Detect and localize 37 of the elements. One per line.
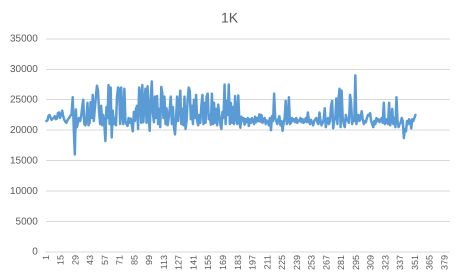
x-tick-label: 211: [262, 254, 272, 270]
x-tick-label: 309: [366, 254, 376, 270]
x-tick-label: 295: [350, 254, 361, 270]
x-tick-label: 365: [424, 254, 435, 270]
y-tick-label: 25000: [10, 94, 38, 106]
y-tick-label: 30000: [10, 64, 38, 76]
x-tick-label: 155: [203, 254, 214, 270]
x-tick-label: 239: [292, 254, 302, 270]
x-tick-label: 351: [410, 254, 420, 270]
x-tick-label: 85: [129, 254, 140, 265]
x-tick-label: 127: [174, 254, 184, 270]
x-tick-label: 197: [248, 254, 258, 270]
x-tick-label: 337: [395, 254, 406, 270]
x-tick-label: 267: [321, 254, 332, 270]
x-tick-label: 253: [306, 254, 317, 270]
x-tick-label: 1: [40, 254, 51, 260]
y-tick-label: 0: [32, 246, 38, 258]
y-tick-label: 15000: [10, 155, 38, 166]
y-tick-label: 5000: [16, 216, 38, 228]
x-tick-label: 29: [70, 254, 80, 265]
x-tick-label: 183: [232, 254, 243, 270]
x-tick-label: 15: [56, 254, 66, 265]
y-tick-label: 10000: [10, 186, 38, 197]
x-tick-label: 99: [144, 254, 154, 265]
x-tick-label: 71: [114, 254, 125, 265]
x-tick-label: 141: [188, 254, 198, 270]
x-tick-label: 43: [85, 254, 96, 265]
y-tick-label: 20000: [10, 124, 38, 136]
x-tick-label: 225: [277, 254, 288, 270]
y-tick-label: 35000: [10, 34, 38, 45]
x-tick-label: 281: [336, 254, 346, 270]
x-tick-label: 113: [158, 254, 169, 270]
chart-title: 1K: [220, 9, 239, 26]
x-tick-label: 169: [218, 254, 228, 270]
x-tick-label: 379: [439, 254, 450, 270]
x-tick-label: 323: [380, 254, 390, 270]
x-tick-label: 57: [100, 254, 110, 265]
